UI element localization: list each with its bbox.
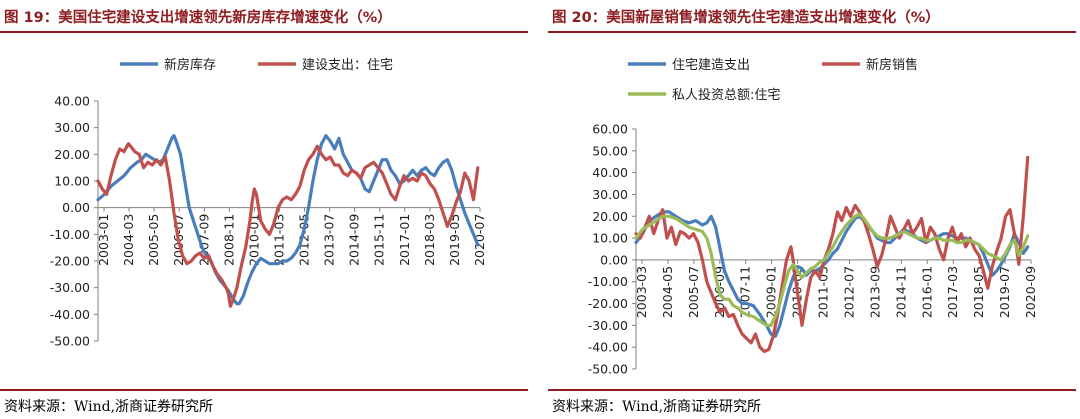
legend-label: 建设支出：住宅 <box>302 58 393 73</box>
legend-label: 私人投资总额:住宅 <box>672 87 780 103</box>
figure-19-source: 资料来源：Wind,浙商证券研究所 <box>4 399 214 415</box>
y-tick-label: 10.00 <box>592 231 628 246</box>
chart-20: 60.00 50.00 40.00 30.00 20.00 10.00 0.00 -10.00… <box>588 57 1038 377</box>
x-tick-label: 2004-05 <box>660 266 675 318</box>
x-tick-label: 2013-09 <box>867 266 882 318</box>
y-tick-label: 0.00 <box>600 252 628 267</box>
figure-20-title-rule <box>548 31 1076 33</box>
figure-19-title: 图 19：美国住宅建设支出增速领先新房库存增速变化（%） <box>4 10 392 26</box>
y-tick-label: -10.00 <box>50 227 90 242</box>
x-tick-label: 2015-11 <box>372 214 387 266</box>
x-tick-label: 2020-09 <box>1023 266 1038 318</box>
x-tick-label: 2018-05 <box>971 266 986 318</box>
y-tick-label: -30.00 <box>588 318 628 333</box>
x-tick-label: 2004-03 <box>121 214 136 266</box>
y-tick-label: -40.00 <box>50 307 90 322</box>
figure-20-title: 图 20：美国新屋销售增速领先住宅建造支出增速变化（%） <box>552 10 940 26</box>
x-tick-label: 2012-07 <box>841 266 856 318</box>
x-tick-label: 2014-09 <box>347 214 362 266</box>
x-tick-label: 2008-11 <box>221 214 236 266</box>
y-tick-label: 30.00 <box>592 187 628 202</box>
series-line-2 <box>96 142 480 308</box>
legend-label: 新房销售 <box>866 57 918 73</box>
x-tick-label: 2019-07 <box>997 266 1012 318</box>
x-tick-label: 2005-05 <box>146 214 161 266</box>
figure-19-title-rule <box>0 31 528 33</box>
x-tick-label: 2013-07 <box>322 214 337 266</box>
y-tick-label: 20.00 <box>54 147 90 162</box>
x-tick-label: 2019-05 <box>447 214 462 266</box>
y-tick-label: -50.00 <box>50 334 90 349</box>
figure-20-source-rule <box>548 389 1076 391</box>
y-tick-label: -10.00 <box>588 274 628 289</box>
y-tick-label: 40.00 <box>592 165 628 180</box>
legend-label: 住宅建造支出 <box>672 58 750 73</box>
y-tick-label: 30.00 <box>54 120 90 135</box>
figure-20: 图 20：美国新屋销售增速领先住宅建造支出增速变化（%） 60.00 50.00 4… <box>548 0 1080 419</box>
x-tick-label: 2020-07 <box>472 214 487 266</box>
x-tick-label: 2017-03 <box>945 266 960 318</box>
x-tick-label: 2018-03 <box>422 214 437 266</box>
x-tick-label: 2017-01 <box>397 214 412 266</box>
y-tick-label: 20.00 <box>592 209 628 224</box>
y-tick-label: 40.00 <box>54 94 90 109</box>
y-tick-label: 0.00 <box>62 200 90 215</box>
x-tick-label: 2003-01 <box>96 214 111 266</box>
x-tick-label: 2016-01 <box>919 266 934 318</box>
series-line-1 <box>96 134 480 306</box>
legend-label: 新房库存 <box>164 57 216 73</box>
y-tick-label: -20.00 <box>588 296 628 311</box>
y-tick-label: -40.00 <box>588 340 628 355</box>
figure-19-source-rule <box>0 389 528 391</box>
x-tick-label: 2011-03 <box>271 214 286 266</box>
y-tick-label: -50.00 <box>588 362 628 377</box>
x-tick-label: 2009-01 <box>764 266 779 318</box>
series-line-2 <box>634 155 1030 354</box>
x-tick-label: 2011-05 <box>816 266 831 318</box>
figure-19: 图 19：美国住宅建设支出增速领先新房库存增速变化（%） 40.00 30.00 2… <box>0 0 532 419</box>
y-tick-label: 60.00 <box>592 122 628 137</box>
y-tick-label: -20.00 <box>50 254 90 269</box>
figure-20-source: 资料来源：Wind,浙商证券研究所 <box>552 399 762 415</box>
y-tick-label: -30.00 <box>50 280 90 295</box>
x-tick-label: 2012-05 <box>297 214 312 266</box>
x-tick-label: 2005-07 <box>686 266 701 318</box>
y-tick-label: 50.00 <box>592 143 628 158</box>
series-line-3 <box>634 212 1030 327</box>
x-tick-label: 2003-03 <box>634 266 649 318</box>
chart-19: 40.00 30.00 20.00 10.00 0.00 -10.00 -20.00 -30.… <box>50 57 487 349</box>
y-tick-label: 10.00 <box>54 174 90 189</box>
x-tick-label: 2014-11 <box>893 266 908 318</box>
